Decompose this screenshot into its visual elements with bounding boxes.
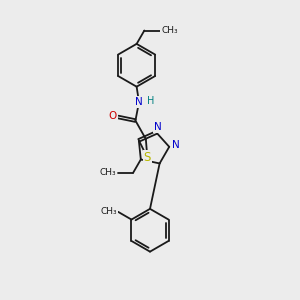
Text: CH₃: CH₃ xyxy=(100,168,116,177)
Text: CH₃: CH₃ xyxy=(161,26,178,35)
Text: S: S xyxy=(144,151,151,164)
Text: N: N xyxy=(135,97,143,107)
Text: CH₃: CH₃ xyxy=(100,207,117,216)
Text: N: N xyxy=(172,140,180,150)
Text: H: H xyxy=(147,96,154,106)
Text: N: N xyxy=(154,122,162,132)
Text: O: O xyxy=(109,111,117,122)
